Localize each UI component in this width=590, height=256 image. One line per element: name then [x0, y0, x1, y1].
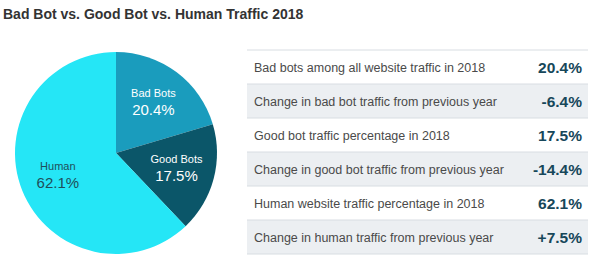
row-label: Bad bots among all website traffic in 20…: [254, 61, 485, 75]
row-value: 20.4%: [538, 59, 582, 76]
row-label: Change in good bot traffic from previous…: [254, 163, 504, 177]
row-separator: [247, 50, 588, 51]
row-value: -14.4%: [533, 161, 582, 178]
pie: [15, 52, 217, 254]
slice-category: Good Bots: [151, 153, 203, 165]
row-separator: [247, 220, 588, 221]
row-separator: [247, 186, 588, 187]
row-label: Change in bad bot traffic from previous …: [254, 95, 497, 109]
row-separator: [247, 84, 588, 85]
row-separator: [247, 254, 588, 255]
table-row-bg: [247, 50, 588, 84]
chart-canvas: Bad Bot vs. Good Bot vs. Human Traffic 2…: [0, 0, 590, 256]
row-value: 62.1%: [538, 195, 582, 212]
row-value: -6.4%: [542, 93, 583, 110]
row-label: Change in human traffic from previous ye…: [254, 231, 493, 245]
row-value: +7.5%: [538, 229, 583, 246]
row-separator: [247, 118, 588, 119]
row-separator: [247, 152, 588, 153]
slice-category: Human: [40, 160, 75, 172]
data-label: 62.1%: [37, 174, 80, 191]
row-value: 17.5%: [538, 127, 582, 144]
title: Bad Bot vs. Good Bot vs. Human Traffic 2…: [3, 6, 304, 22]
table-row-bg: [247, 118, 588, 152]
slice-category: Bad Bots: [131, 87, 176, 99]
data-label: 17.5%: [155, 167, 198, 184]
table-row-bg: [247, 84, 588, 118]
table-row-bg: [247, 220, 588, 254]
pie-labels: Bad Bots 20.4% Good Bots 17.5% Human 62.1%: [37, 87, 203, 191]
row-label: Good bot traffic percentage in 2018: [254, 129, 450, 143]
data-label: 20.4%: [132, 101, 175, 118]
table-row-bg: [247, 152, 588, 186]
table-row-bg: [247, 186, 588, 220]
row-label: Human website traffic percentage in 2018: [254, 197, 485, 211]
stats-table: Bad bots among all website traffic in 20…: [247, 50, 588, 254]
